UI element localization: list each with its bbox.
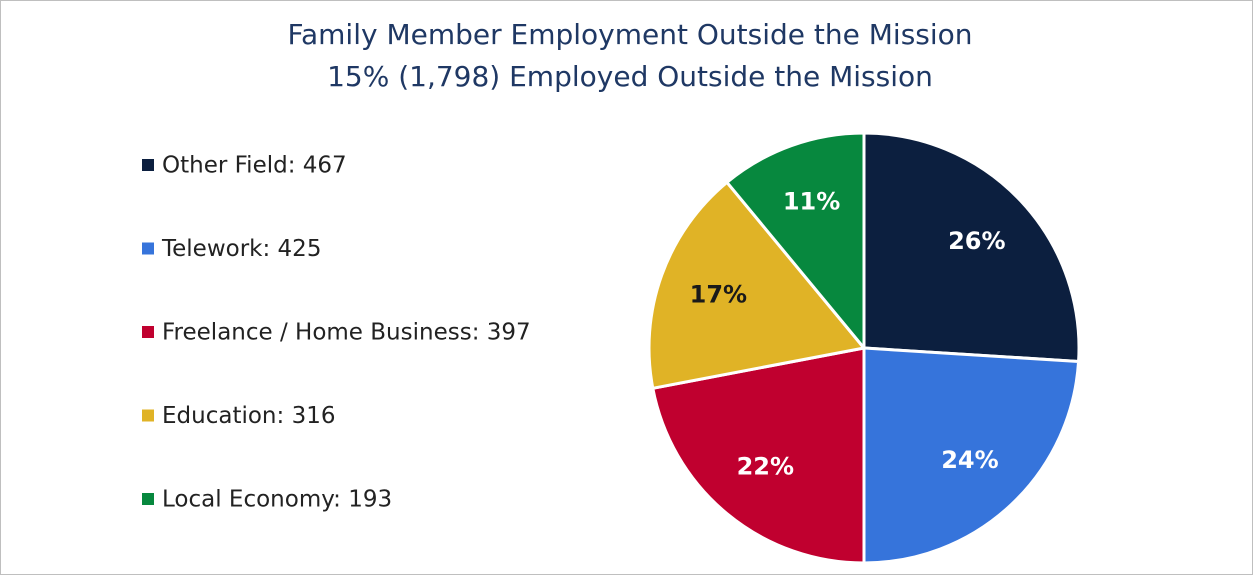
pie-slice <box>724 131 866 353</box>
legend-swatch <box>142 409 154 422</box>
pie-slice <box>862 131 1081 364</box>
legend-label: Telework: 425 <box>161 236 321 262</box>
legend-swatch <box>142 326 154 338</box>
legend-swatch <box>142 159 154 171</box>
legend-label: Other Field: 467 <box>162 153 347 179</box>
legend-label: Education: 316 <box>162 403 335 429</box>
data-label: 22% <box>737 452 794 480</box>
data-label: 26% <box>948 227 1005 255</box>
chart-subtitle: 15% (1,798) Employed Outside the Mission <box>327 60 933 93</box>
pie-slice <box>651 346 866 565</box>
data-label: 11% <box>783 187 840 215</box>
pie-slice <box>862 346 1081 565</box>
data-label: 24% <box>941 446 998 474</box>
legend-swatch <box>142 493 154 505</box>
legend-label: Local Economy: 193 <box>162 487 392 513</box>
legend-label: Freelance / Home Business: 397 <box>162 320 531 346</box>
data-label: 17% <box>690 281 747 309</box>
legend-swatch <box>142 242 154 255</box>
chart-title: Family Member Employment Outside the Mis… <box>287 18 972 51</box>
pie-slice <box>647 180 867 391</box>
